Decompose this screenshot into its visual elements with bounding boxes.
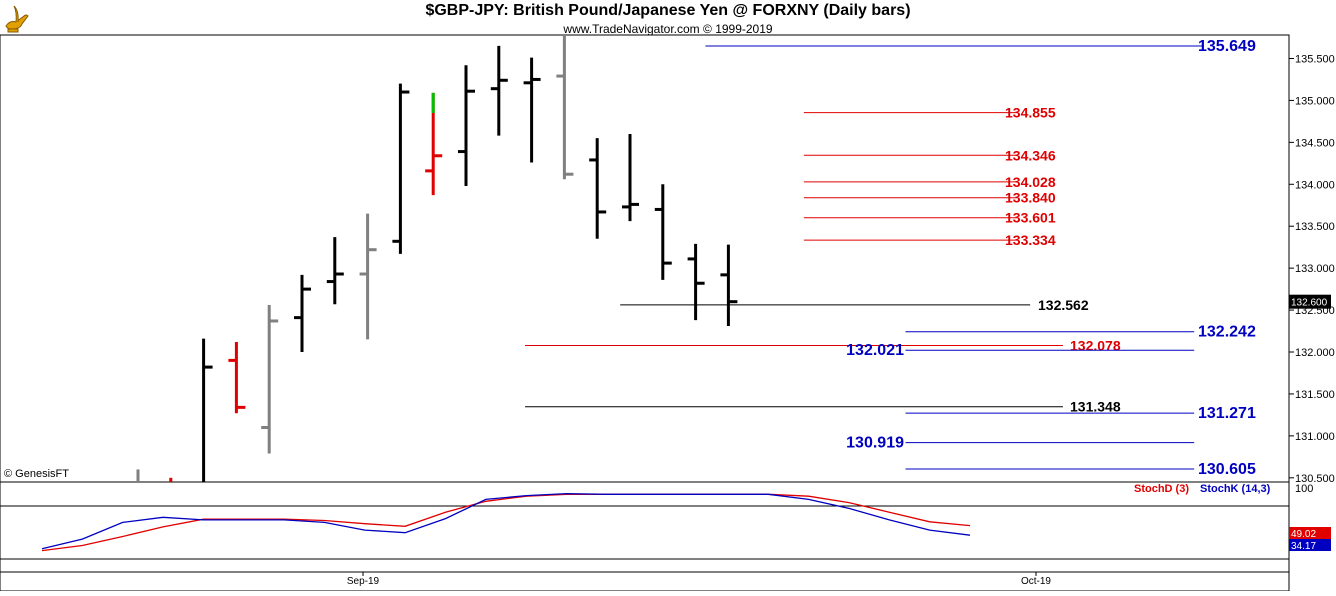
ohlc-bar (687, 243, 705, 321)
stoch-series-line (41, 492, 971, 550)
level-label: 130.605 (1198, 461, 1256, 478)
ohlc-bar (326, 237, 344, 305)
legend-stochd: StochD (3) (1134, 483, 1189, 495)
y-tick-label: 130.500 (1295, 473, 1335, 485)
ohlc-bar (294, 274, 311, 353)
level-label: 132.021 (846, 342, 904, 359)
stoch-series-line (41, 493, 971, 552)
level-line: 135.649 (705, 38, 1256, 55)
ohlc-bar (392, 83, 410, 254)
level-line: 133.601 (803, 210, 1056, 226)
level-label: 130.919 (846, 435, 904, 452)
level-label: 134.855 (1005, 105, 1056, 121)
ohlc-bar (622, 133, 639, 222)
x-tick-label: Sep-19 (347, 576, 380, 587)
y-tick-label: 135.000 (1295, 95, 1335, 107)
copyright-label: © GenesisFT (4, 468, 69, 480)
level-line: 131.271 (905, 405, 1256, 422)
stoch-last-label: 34.17 (1291, 541, 1316, 552)
ohlc-bar (654, 184, 672, 280)
y-tick-label: 133.000 (1295, 263, 1335, 275)
level-line: 132.078 (525, 337, 1121, 353)
level-label: 132.242 (1198, 324, 1256, 341)
level-line: 132.242 (905, 324, 1256, 341)
chart-subtitle: www.TradeNavigator.com © 1999-2019 (563, 22, 773, 36)
level-line: 133.334 (803, 232, 1056, 248)
y-tick-label: 131.500 (1295, 389, 1335, 401)
x-tick-label: Oct-19 (1021, 576, 1051, 587)
y-tick-label: 135.500 (1295, 53, 1335, 65)
level-line: 134.346 (803, 147, 1056, 163)
legend-stochk: StochK (14,3) (1200, 483, 1271, 495)
ohlc-bar (359, 213, 377, 340)
level-label: 132.078 (1070, 337, 1121, 353)
chart-title: $GBP-JPY: British Pound/Japanese Yen @ F… (425, 2, 911, 19)
ohlc-bar (490, 45, 508, 136)
ohlc-bar (523, 57, 541, 163)
ohlc-bar (425, 92, 443, 196)
level-label: 134.346 (1005, 147, 1056, 163)
ohlc-bar (556, 35, 574, 180)
level-label: 131.271 (1198, 405, 1256, 422)
level-line: 132.021 (846, 342, 1195, 359)
ohlc-bar (202, 338, 213, 482)
y-tick-label: 132.000 (1295, 347, 1335, 359)
y-tick-label: 133.500 (1295, 221, 1335, 233)
stoch-last-box (1289, 527, 1331, 539)
level-label: 133.601 (1005, 210, 1056, 226)
level-label: 133.334 (1005, 232, 1056, 248)
level-line: 132.562 (620, 297, 1089, 313)
y-tick-label: 131.000 (1295, 431, 1335, 443)
stoch-last-box (1289, 539, 1331, 551)
last-price-label: 132.600 (1291, 298, 1328, 309)
y-tick-label: 134.500 (1295, 137, 1335, 149)
level-line: 134.028 (803, 174, 1056, 190)
ohlc-bar (720, 244, 738, 327)
y-tick-label: 134.000 (1295, 179, 1335, 191)
level-line: 130.919 (846, 435, 1195, 452)
genie-lamp-icon (5, 5, 29, 33)
stoch-y-tick: 100 (1295, 483, 1313, 495)
stoch-last-label: 49.02 (1291, 529, 1316, 540)
level-label: 134.028 (1005, 174, 1056, 190)
level-label: 132.562 (1038, 297, 1089, 313)
ohlc-bar (589, 138, 607, 239)
level-line: 131.348 (525, 399, 1121, 415)
level-label: 133.840 (1005, 190, 1056, 206)
level-line: 134.855 (803, 105, 1056, 121)
level-label: 131.348 (1070, 399, 1121, 415)
level-line: 130.605 (905, 461, 1256, 478)
ohlc-bar (228, 341, 246, 414)
last-price-box (1289, 294, 1331, 309)
level-label: 135.649 (1198, 38, 1256, 55)
ohlc-bar (458, 65, 475, 186)
ohlc-bar (261, 305, 279, 454)
level-line: 133.840 (803, 190, 1056, 206)
